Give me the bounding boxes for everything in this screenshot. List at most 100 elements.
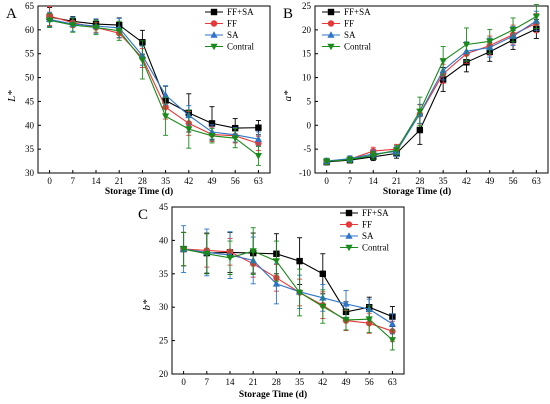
panel-b-plot-frame [314, 5, 549, 174]
panel-a-x-tick-label: 7 [71, 176, 76, 186]
panel-c-legend-marker [345, 209, 353, 217]
panel-c-letter: C [138, 207, 148, 223]
panel-c-x-tick-label: 56 [365, 377, 375, 387]
panel-b-series-1 [323, 13, 540, 165]
panel-b-legend-marker [327, 20, 335, 27]
panel-b-y-tick-label: 0 [307, 120, 312, 130]
panel-b-y-tick-label: 25 [302, 1, 312, 11]
panel-c-y-tick-label: 40 [159, 235, 169, 245]
panel-b-x-tick-label: 28 [415, 176, 425, 186]
panel-a-x-tick-label: 35 [161, 176, 171, 186]
panel-a-y-tick-label: 55 [25, 49, 35, 59]
panel-c-x-tick-label: 0 [181, 377, 186, 387]
panel-a-x-tick-label: 56 [231, 176, 241, 186]
panel-a-series-line [49, 19, 259, 157]
panel-b-data-point [486, 38, 494, 46]
panel-b-x-tick-label: 7 [348, 176, 353, 186]
panel-a-y-tick-label: 60 [25, 25, 35, 35]
panel-b-y-tick-label: 20 [302, 25, 312, 35]
panel-a-x-tick-label: 42 [184, 176, 193, 186]
panel-b: B a* Storage Time (d) -10 -5 0 5 10 15 20 25 0 7 1… [282, 1, 549, 197]
panel-c-data-point [226, 254, 234, 262]
panel-a-series-line [49, 18, 259, 140]
panel-a-series-3 [46, 12, 262, 166]
panel-a-legend-label: FF [227, 19, 237, 29]
panel-a-legend-marker [210, 8, 218, 16]
panel-c-legend-marker [345, 244, 353, 252]
panel-b-series-3 [323, 4, 540, 166]
panel-c-legend-label: SA [362, 231, 374, 241]
panel-b-y-tick-label: 15 [302, 49, 312, 59]
panel-c-x-tick-label: 49 [342, 377, 352, 387]
panel-b-data-point [392, 147, 401, 154]
panel-b-data-point [416, 126, 424, 134]
panel-a-y-tick-label: 45 [25, 96, 35, 106]
panel-a-series-line [49, 16, 259, 129]
panel-c-series-line [183, 248, 393, 341]
panel-b-x-tick-label: 63 [532, 176, 542, 186]
panel-b-data-point [462, 41, 471, 49]
panel-c-series-line [183, 248, 393, 332]
panel-c-x-tick-label: 14 [226, 377, 236, 387]
panel-a-data-point [92, 24, 100, 32]
panel-c-data-point [203, 250, 211, 258]
panel-c-series-3 [180, 227, 396, 351]
panel-c-y-tick-label: 20 [159, 369, 169, 379]
panel-b-series-line [326, 28, 537, 163]
panel-c-x-tick-label: 42 [318, 377, 327, 387]
panel-c-data-point [296, 289, 304, 297]
panel-a-legend-label: SA [227, 30, 239, 40]
panel-a-data-point [208, 120, 216, 127]
panel-b-y-tick-label: 10 [302, 73, 312, 83]
panel-c-legend-label: FF+SA [362, 208, 389, 218]
panel-a-data-point [254, 153, 262, 160]
panel-c-data-point [342, 317, 350, 324]
panel-a-x-label: Storage Time (d) [105, 186, 173, 197]
panel-a-y-tick-label: 50 [25, 73, 35, 83]
panel-a-data-point [255, 124, 262, 131]
panel-b-x-tick-label: 49 [485, 176, 495, 186]
panel-b-legend-marker [327, 31, 335, 38]
panel-b-x-tick-label: 35 [439, 176, 449, 186]
panel-b-data-point [346, 156, 354, 164]
panel-b-legend-label: SA [344, 30, 356, 40]
panel-b-series-line [326, 16, 537, 163]
panel-a-plot-frame [37, 5, 271, 174]
panel-a-data-point [162, 91, 170, 99]
panel-b-x-tick-label: 42 [462, 176, 471, 186]
panel-c-x-label: Storage Time (d) [239, 389, 307, 400]
panel-a-data-point [115, 28, 123, 35]
panel-b-series-2 [323, 10, 540, 165]
panel-c-x-tick-label: 35 [295, 377, 305, 387]
panel-b-legend-label: FF+SA [344, 7, 371, 17]
panel-a-x-tick-label: 63 [254, 176, 264, 186]
panel-b-legend-label: FF [344, 19, 354, 29]
panel-b-y-label: a* [282, 90, 294, 102]
panel-b-legend-label: Contral [344, 42, 371, 52]
panel-c: C b* Storage Time (d) 20 25 30 35 40 45 0 7 14 21… [138, 202, 405, 400]
panel-a-legend-marker [210, 20, 218, 27]
panel-c-y-tick-label: 30 [159, 302, 169, 312]
panel-a-y-tick-label: 65 [25, 1, 35, 11]
panel-a-data-point [162, 113, 170, 121]
panel-c-legend-label: Contral [362, 243, 389, 253]
panel-a-data-point [138, 57, 146, 64]
panel-a-x-tick-label: 49 [208, 176, 218, 186]
panel-c-data-point [180, 246, 188, 253]
panel-a-y-tick-label: 30 [25, 168, 35, 178]
panel-c-data-point [388, 320, 396, 327]
panel-b-data-point [532, 13, 540, 21]
panel-c-data-point [319, 270, 326, 277]
panel-a-y-tick-label: 40 [25, 120, 35, 130]
panel-c-data-point [272, 280, 280, 287]
panel-b-letter: B [283, 6, 293, 22]
panel-c-plot-frame [171, 206, 405, 375]
panel-c-data-point [296, 257, 303, 265]
panel-c-x-tick-label: 63 [388, 377, 398, 387]
panel-a-legend-marker [210, 31, 218, 38]
panel-a-y-tick-label: 35 [25, 144, 35, 154]
panel-c-data-point [249, 248, 257, 255]
panel-c-x-tick-label: 7 [205, 377, 210, 387]
panel-a-x-tick-label: 14 [92, 176, 102, 186]
